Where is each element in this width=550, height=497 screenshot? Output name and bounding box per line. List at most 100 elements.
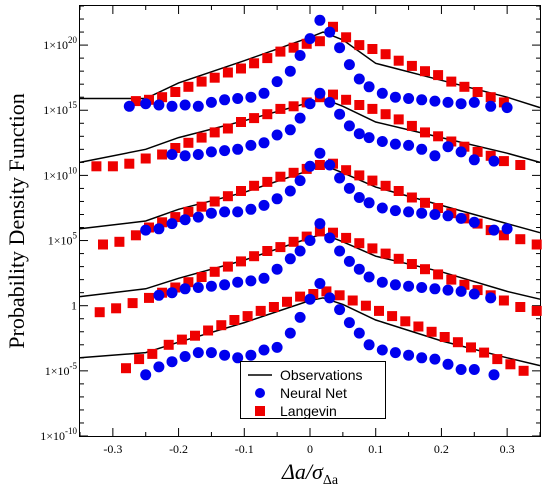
neural-net-point: [166, 287, 178, 299]
langevin-point: [203, 325, 214, 336]
langevin-point: [107, 161, 118, 172]
langevin-point: [288, 42, 299, 53]
neural-net-point: [429, 209, 441, 220]
langevin-point: [433, 203, 444, 213]
neural-net-point: [271, 341, 283, 353]
neural-net-point: [192, 347, 204, 359]
y-tick-label-base: 1×10: [43, 103, 68, 117]
neural-net-point: [416, 143, 428, 155]
neural-net-point: [389, 279, 401, 291]
neural-net-point: [314, 278, 326, 289]
neural-net-point: [232, 352, 244, 364]
neural-net-point: [271, 193, 283, 205]
neural-net-point: [442, 210, 454, 222]
langevin-point: [341, 232, 352, 243]
neural-net-point: [324, 26, 336, 38]
neural-net-point: [153, 289, 165, 301]
langevin-point: [94, 307, 105, 318]
neural-net-point: [429, 353, 441, 365]
neural-net-point: [455, 98, 467, 110]
neural-net-point: [334, 108, 346, 120]
neural-net-point: [429, 150, 441, 162]
langevin-point: [321, 286, 332, 297]
neural-net-point: [389, 347, 401, 359]
y-tick-label-base: 1×10: [43, 168, 68, 182]
neural-net-point: [442, 284, 454, 296]
y-tick-label-exponent: 5: [73, 231, 78, 241]
langevin-point: [236, 186, 246, 196]
neural-net-point: [166, 100, 178, 112]
neural-net-point: [205, 347, 217, 359]
neural-net-point: [245, 203, 257, 215]
langevin-point: [190, 330, 200, 341]
langevin-point: [531, 239, 542, 250]
langevin-point: [485, 92, 496, 103]
langevin-point: [498, 295, 509, 306]
langevin-point: [446, 274, 457, 285]
langevin-point: [367, 175, 378, 186]
neural-net-point: [179, 214, 191, 226]
neural-net-point: [429, 95, 441, 107]
langevin-point: [222, 191, 233, 202]
langevin-point: [134, 354, 145, 365]
langevin-point: [163, 339, 174, 350]
langevin-point: [262, 246, 273, 256]
langevin-point: [360, 300, 371, 311]
langevin-point: [288, 167, 299, 178]
neural-net-point: [271, 76, 283, 88]
langevin-point: [249, 180, 260, 191]
langevin-point: [314, 226, 325, 237]
langevin-point: [498, 156, 509, 167]
langevin-point: [515, 234, 526, 245]
langevin-point: [275, 171, 286, 182]
langevin-point: [157, 217, 168, 228]
neural-net-point: [284, 327, 296, 339]
neural-net-point: [403, 206, 415, 218]
neural-net-point: [192, 282, 204, 293]
langevin-point: [367, 243, 378, 254]
langevin-point: [439, 332, 450, 342]
langevin-point: [130, 96, 141, 107]
neural-net-point: [403, 93, 415, 104]
neural-net-point: [403, 280, 415, 292]
neural-net-point: [232, 206, 244, 218]
langevin-point: [354, 40, 365, 51]
neural-net-point: [123, 100, 135, 112]
langevin-point: [140, 153, 151, 164]
neural-net-point: [429, 283, 441, 295]
legend-langevin: Langevin: [280, 403, 337, 419]
neural-net-point: [304, 98, 316, 110]
y-tick-label: 1×1015: [43, 100, 77, 117]
langevin-point: [242, 311, 253, 322]
neural-net-point: [294, 245, 306, 257]
langevin-point: [209, 127, 220, 138]
langevin-point: [255, 305, 266, 316]
langevin-point: [170, 87, 181, 97]
y-tick-label-exponent: 15: [68, 100, 78, 110]
langevin-point: [413, 321, 424, 332]
neural-net-point: [353, 128, 365, 140]
axis-ticks: -0.3 -0.2 -0.1 0 0.1 0.2 0.31×10201×10151×1010…: [40, 5, 541, 456]
y-tick-label: 1: [71, 299, 77, 313]
neural-net-point: [324, 159, 336, 171]
neural-net-point: [179, 283, 191, 295]
langevin-point: [433, 70, 444, 81]
langevin-point: [275, 242, 286, 253]
langevin-point: [406, 259, 417, 269]
langevin-point: [341, 165, 352, 176]
langevin-point: [406, 60, 417, 71]
langevin-point: [472, 146, 483, 157]
neural-net-point: [294, 311, 306, 323]
neural-net-point: [219, 349, 231, 361]
neural-net-point: [258, 87, 270, 99]
legend-neural-net: Neural Net: [280, 385, 347, 401]
y-tick-label-base: 1×10: [40, 429, 65, 443]
neural-net-point: [219, 145, 231, 157]
langevin-point: [275, 103, 286, 114]
neural-net-point: [314, 218, 326, 230]
neural-net-point: [455, 146, 467, 158]
langevin-point: [354, 100, 365, 110]
neural-net-point: [153, 361, 165, 373]
langevin-point: [262, 109, 273, 120]
neural-net-point: [324, 96, 336, 108]
